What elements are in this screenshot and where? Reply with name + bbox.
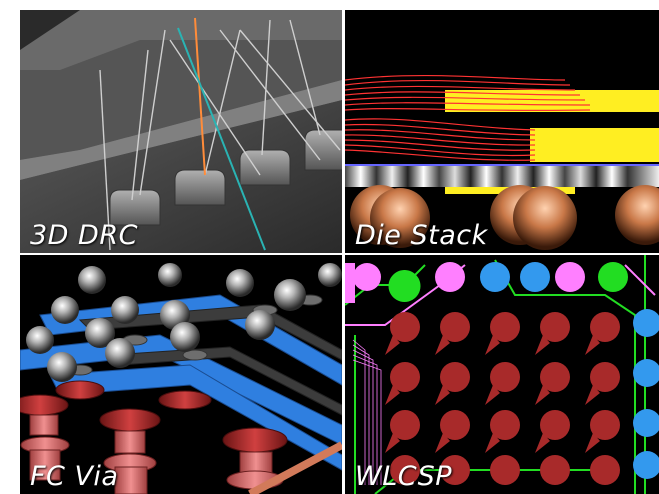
technology-collage: 3D DRC	[20, 10, 659, 494]
wlcsp-routing-illustration	[345, 255, 659, 494]
tile-fc-via: FC Via	[20, 255, 342, 494]
tile-caption: 3D DRC	[30, 220, 138, 251]
tile-wlcsp: WLCSP	[345, 255, 659, 494]
die-stack-illustration	[345, 10, 659, 253]
tile-caption: FC Via	[30, 461, 119, 492]
flip-chip-via-illustration	[20, 255, 342, 494]
wire-bond-3d-illustration	[20, 10, 342, 253]
tile-caption: WLCSP	[355, 461, 453, 492]
tile-3d-drc: 3D DRC	[20, 10, 342, 253]
tile-die-stack: Die Stack	[345, 10, 659, 253]
tile-caption: Die Stack	[355, 220, 488, 251]
